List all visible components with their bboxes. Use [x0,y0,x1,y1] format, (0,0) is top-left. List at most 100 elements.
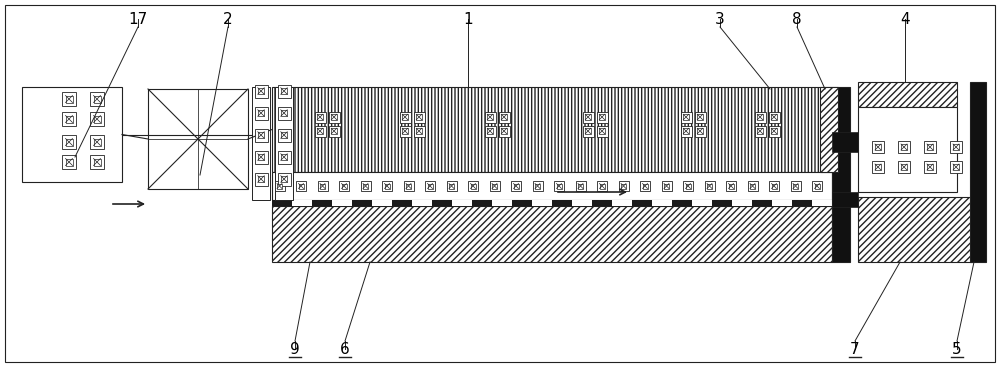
Bar [621,184,626,189]
Bar [924,161,936,173]
Bar [642,184,648,189]
Text: 17: 17 [128,11,148,26]
Bar [384,184,390,189]
Bar [404,181,414,191]
Bar [924,141,936,153]
Text: 4: 4 [900,11,910,26]
Bar [790,181,800,191]
Bar [278,172,290,185]
Bar [680,126,692,137]
Bar [901,164,907,170]
Bar [342,184,347,189]
Bar [416,114,422,120]
Bar [599,114,605,120]
Bar [90,92,104,106]
Bar [360,181,370,191]
Bar [258,176,264,182]
Bar [94,116,100,123]
Bar [320,184,325,189]
Bar [686,184,690,189]
Bar [901,144,907,150]
Bar [704,181,714,191]
Bar [90,135,104,149]
Bar [832,192,858,207]
Bar [872,141,884,153]
Text: 7: 7 [850,342,860,356]
Bar [858,197,973,262]
Bar [554,181,564,191]
Bar [328,126,340,137]
Bar [872,161,884,173]
Bar [402,128,408,134]
Bar [484,126,496,137]
Bar [317,114,323,120]
Bar [416,128,422,134]
Bar [339,181,349,191]
Bar [683,114,689,120]
Bar [582,126,594,137]
Bar [511,181,521,191]
Bar [953,164,959,170]
Bar [281,154,287,160]
Bar [832,87,850,262]
Bar [492,200,512,206]
Bar [970,82,986,262]
Bar [314,126,326,137]
Bar [812,200,832,206]
Bar [272,200,292,206]
Bar [382,181,392,191]
Bar [950,141,962,153]
Bar [258,88,264,94]
Bar [578,184,583,189]
Bar [400,112,411,123]
Bar [278,150,290,164]
Bar [772,200,792,206]
Bar [832,132,858,152]
Text: 9: 9 [290,342,300,356]
Bar [532,181,542,191]
Bar [771,128,777,134]
Bar [820,87,838,172]
Bar [680,112,692,123]
Bar [62,135,76,149]
Bar [752,200,772,206]
Bar [331,128,337,134]
Bar [446,181,456,191]
Bar [582,112,594,123]
Bar [471,184,476,189]
Bar [898,161,910,173]
Bar [66,95,72,102]
Bar [950,161,962,173]
Bar [314,112,326,123]
Bar [597,181,607,191]
Bar [425,181,435,191]
Bar [692,200,712,206]
Bar [487,128,493,134]
Bar [572,200,592,206]
Text: 3: 3 [715,11,725,26]
Bar [694,112,706,123]
Bar [683,181,693,191]
Bar [312,200,332,206]
Bar [514,184,518,189]
Bar [769,181,779,191]
Bar [332,200,352,206]
Bar [501,128,507,134]
Bar [363,184,368,189]
Bar [66,116,72,123]
Bar [484,112,496,123]
Bar [277,184,282,189]
Bar [592,200,612,206]
Bar [428,184,432,189]
Bar [281,132,287,138]
Bar [793,184,798,189]
Bar [757,114,763,120]
Bar [258,132,264,138]
Bar [697,128,703,134]
Bar [492,184,497,189]
Bar [254,172,268,185]
Bar [278,128,290,142]
Bar [402,114,408,120]
Bar [272,200,832,206]
Bar [768,126,780,137]
